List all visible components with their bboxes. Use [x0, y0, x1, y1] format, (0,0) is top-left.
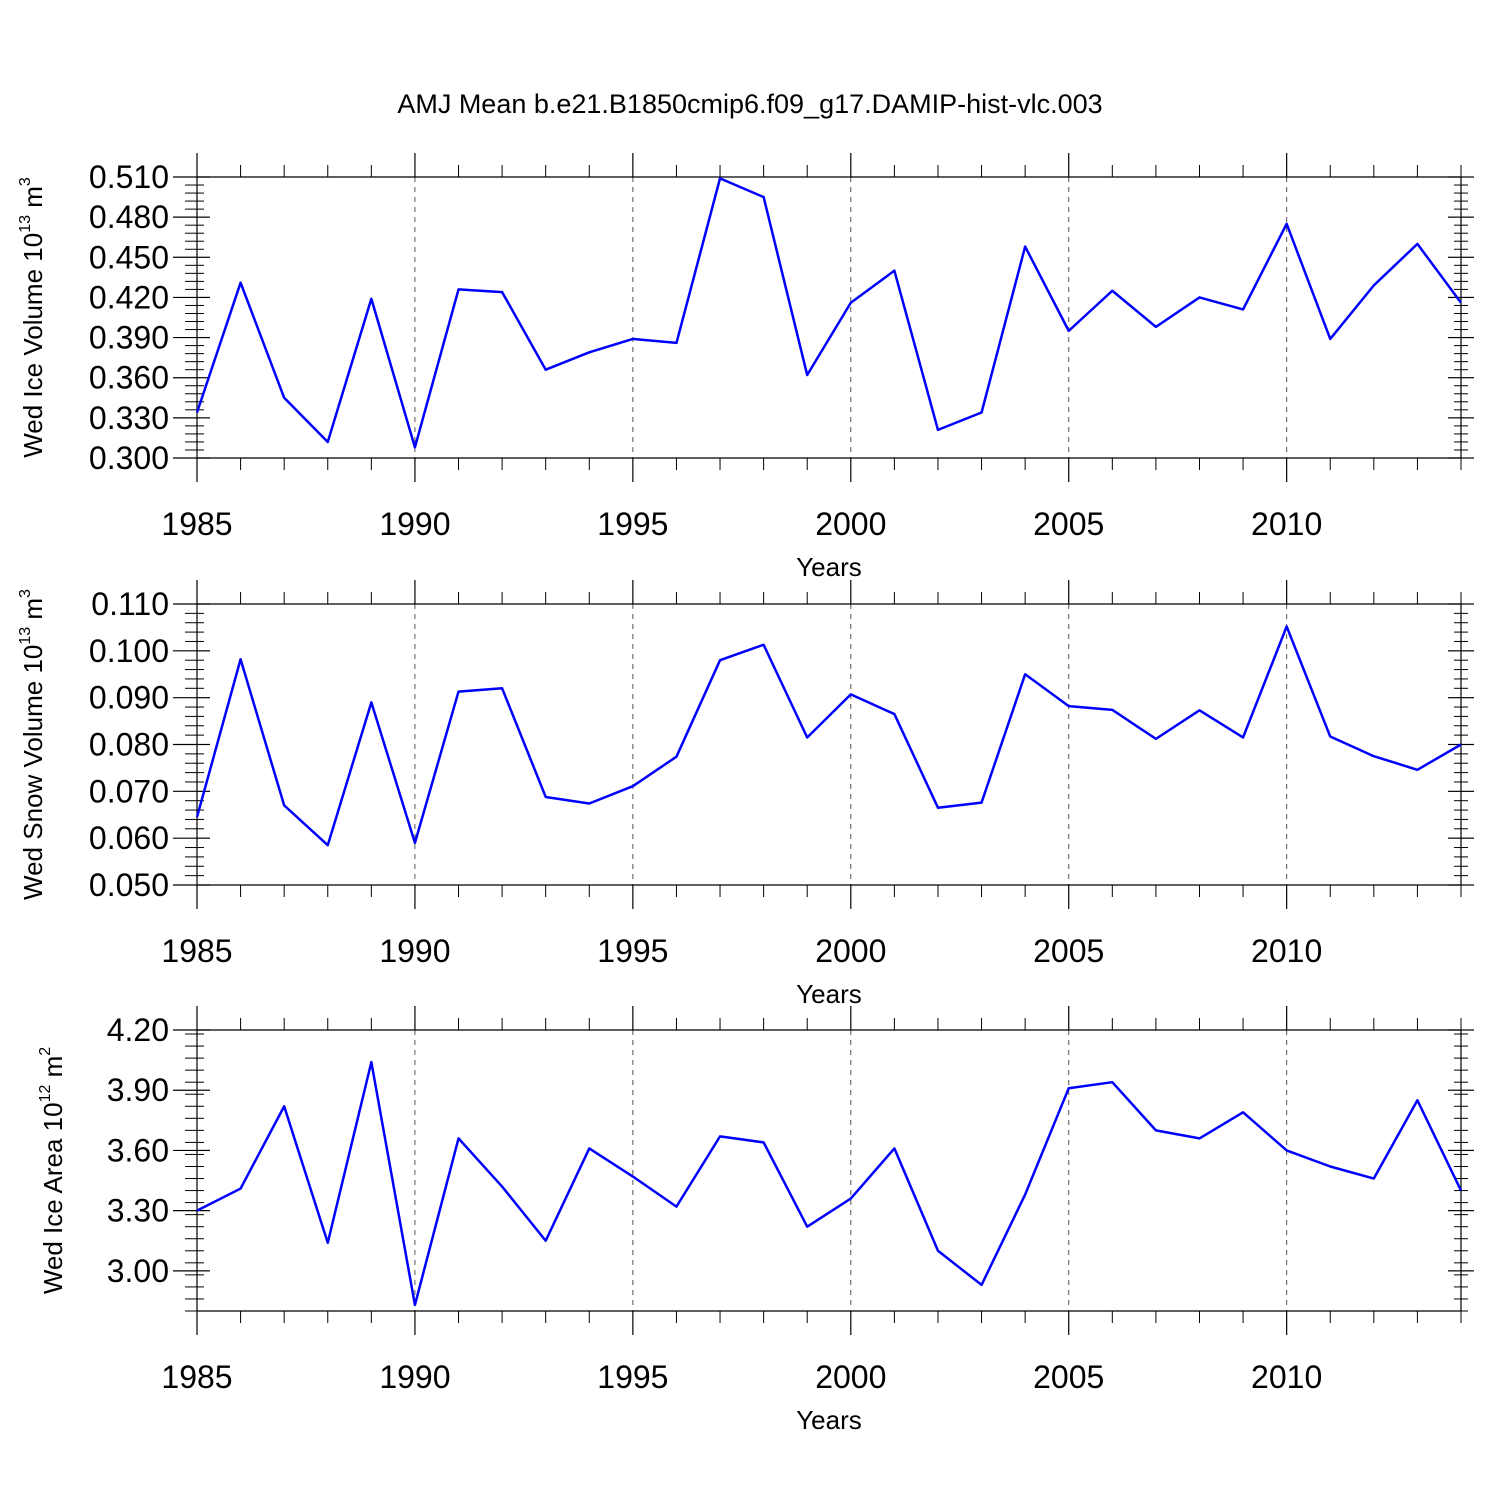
y-tick-label: 0.080 [89, 727, 169, 763]
x-tick-label: 2005 [1033, 1359, 1104, 1395]
series-line [195, 177, 1463, 449]
x-tick-label: 1995 [597, 933, 668, 969]
x-tick-label: 2000 [815, 1359, 886, 1395]
y-axis-title: Wed Ice Volume 1013 m3 [17, 177, 48, 458]
x-tick-label: 2005 [1033, 933, 1104, 969]
x-tick-label: 1990 [379, 506, 450, 542]
chart-panel-3: 3.00 3.30 3.60 3.90 4.20 1985 1990 1995 2000 2005… [37, 1006, 1474, 1435]
y-tick-label: 0.070 [89, 773, 169, 809]
x-axis-title: Years [796, 552, 862, 582]
panels: 0.300 0.330 0.360 0.390 0.420 0.450 0.480 0.510… [17, 153, 1474, 1435]
y-tick-label: 0.090 [89, 680, 169, 716]
x-tick-label: 1985 [161, 506, 232, 542]
x-tick-label: 2005 [1033, 506, 1104, 542]
chart-panel-1: 0.300 0.330 0.360 0.390 0.420 0.450 0.480 0.510… [17, 153, 1474, 582]
figure-title: AMJ Mean b.e21.B1850cmip6.f09_g17.DAMIP-… [397, 89, 1102, 119]
x-tick-label: 1990 [379, 933, 450, 969]
y-tick-label: 0.050 [89, 867, 169, 903]
y-tick-label: 3.60 [107, 1132, 169, 1168]
x-tick-label: 2010 [1251, 933, 1322, 969]
y-axis-title: Wed Snow Volume 1013 m3 [17, 589, 48, 900]
chart-panel-2: 0.050 0.060 0.070 0.080 0.090 0.100 0.110 1985 1… [17, 580, 1474, 1009]
x-tick-label: 1985 [161, 1359, 232, 1395]
y-tick-label: 3.90 [107, 1072, 169, 1108]
y-tick-label: 0.480 [89, 199, 169, 235]
y-tick-label: 0.330 [89, 400, 169, 436]
x-tick-label: 2000 [815, 933, 886, 969]
y-tick-label: 3.30 [107, 1193, 169, 1229]
y-tick-label: 0.390 [89, 320, 169, 356]
x-axis-title: Years [796, 1405, 862, 1435]
x-axis-title: Years [796, 979, 862, 1009]
y-tick-label: 0.450 [89, 239, 169, 275]
x-tick-label: 2000 [815, 506, 886, 542]
x-tick-label: 2010 [1251, 1359, 1322, 1395]
y-tick-label: 0.300 [89, 440, 169, 476]
y-tick-label: 4.20 [107, 1012, 169, 1048]
y-axis-title: Wed Ice Area 1012 m2 [37, 1047, 68, 1294]
x-tick-label: 1990 [379, 1359, 450, 1395]
x-tick-label: 2010 [1251, 506, 1322, 542]
x-tick-label: 1995 [597, 1359, 668, 1395]
y-tick-label: 3.00 [107, 1253, 169, 1289]
y-tick-label: 0.510 [89, 159, 169, 195]
x-tick-label: 1995 [597, 506, 668, 542]
y-tick-label: 0.420 [89, 279, 169, 315]
series-line [195, 625, 1462, 847]
y-tick-label: 0.360 [89, 360, 169, 396]
y-tick-label: 0.060 [89, 820, 169, 856]
y-tick-label: 0.100 [89, 633, 169, 669]
y-tick-label: 0.110 [91, 586, 169, 622]
series-line [196, 1060, 1463, 1307]
x-tick-label: 1985 [161, 933, 232, 969]
